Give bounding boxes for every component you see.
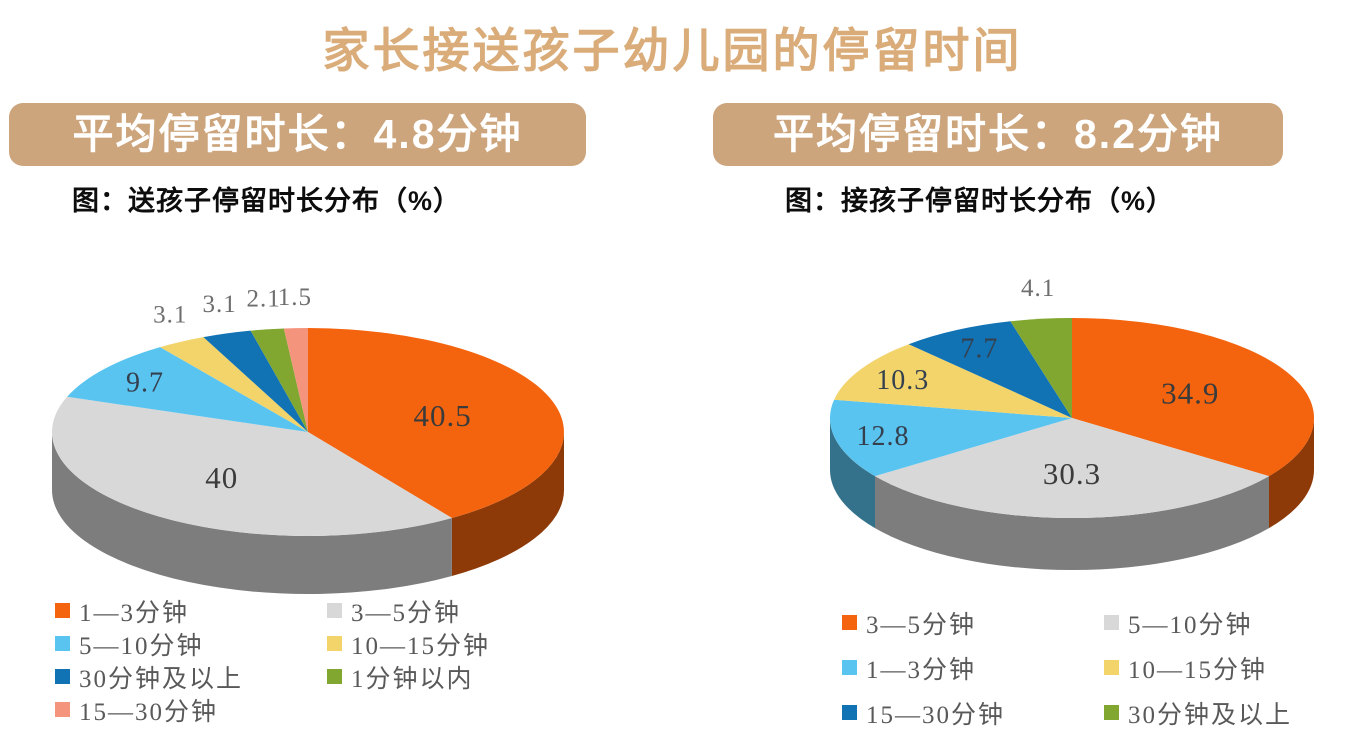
pie-slice	[1010, 318, 1072, 418]
pie-slice	[308, 328, 564, 518]
legend-item: 1—3分钟	[55, 594, 327, 627]
pie-slice	[908, 321, 1072, 418]
legend-pickup: 3—5分钟 5—10分钟 1—3分钟 10—15分钟 15—30分钟 30分钟及以上	[842, 600, 1292, 735]
pie-chart-dropoff: 40.5 40 9.7 3.1 3.1 2.11.5	[52, 284, 564, 594]
legend-item: 10—15分钟	[1104, 645, 1292, 690]
average-duration-banner-dropoff: 平均停留时长：4.8分钟	[9, 103, 586, 166]
slice-value-label: 9.7	[126, 367, 164, 398]
legend-item-label: 10—15分钟	[1128, 656, 1268, 684]
pie-slice	[875, 418, 1269, 519]
pie-slice	[283, 328, 308, 432]
slice-value-label: 10.3	[876, 365, 929, 396]
legend-item-label: 3—5分钟	[866, 611, 977, 639]
page-title: 家长接送孩子幼儿园的停留时间	[322, 24, 1023, 77]
pie-slice	[1072, 318, 1315, 477]
legend-item: 3—5分钟	[842, 600, 1104, 645]
legend-swatch-icon	[842, 660, 857, 675]
pie-chart-pickup: 34.9 30.3 12.8 10.3 7.7 4.1	[830, 275, 1315, 571]
legend-item-label: 10—15分钟	[351, 632, 491, 660]
pie-slice-side	[830, 418, 875, 529]
legend-item: 30分钟及以上	[55, 660, 327, 693]
legend-item-label: 3—5分钟	[351, 599, 462, 627]
legend-item-label: 15—30分钟	[866, 701, 1006, 729]
legend-item-label: 1—3分钟	[79, 599, 190, 627]
legend-swatch-icon	[55, 603, 70, 618]
legend-swatch-icon	[842, 705, 857, 720]
chart-caption-dropoff: 图：送孩子停留时长分布（%）	[72, 186, 462, 216]
legend-item: 30分钟及以上	[1104, 690, 1292, 735]
pie-slice	[160, 337, 308, 432]
legend-swatch-icon	[1104, 660, 1119, 675]
pie-slice	[834, 344, 1072, 418]
pie-slice	[52, 396, 452, 536]
pie-slice	[250, 328, 308, 432]
slice-value-label: 40	[205, 460, 238, 495]
chart-caption-pickup: 图：接孩子停留时长分布（%）	[785, 186, 1175, 216]
legend-swatch-icon	[1104, 705, 1119, 720]
slice-value-label: 3.1	[153, 302, 187, 329]
pie-slice	[830, 399, 1072, 477]
legend-item-label: 30分钟及以上	[79, 665, 244, 693]
legend-dropoff: 1—3分钟 3—5分钟 5—10分钟 10—15分钟 30分钟及以上 1分钟以内 15—30…	[55, 594, 490, 726]
legend-item-label: 1—3分钟	[866, 656, 977, 684]
legend-item: 15—30分钟	[842, 690, 1104, 735]
slice-value-label: 12.8	[857, 421, 910, 452]
slice-value-label: 4.1	[1021, 275, 1055, 302]
slice-value-label: 7.7	[960, 334, 998, 365]
legend-item-label: 5—10分钟	[1128, 611, 1253, 639]
pie-slice	[67, 347, 308, 432]
legend-item-label: 1分钟以内	[351, 665, 474, 693]
legend-item: 5—10分钟	[55, 627, 327, 660]
legend-item-label: 15—30分钟	[79, 698, 219, 726]
legend-item: 15—30分钟	[55, 693, 327, 726]
slice-value-label: 1.5	[278, 284, 312, 311]
legend-item: 10—15分钟	[327, 627, 490, 660]
legend-item-label: 30分钟及以上	[1128, 701, 1293, 729]
legend-swatch-icon	[55, 702, 70, 717]
legend-swatch-icon	[327, 603, 342, 618]
pie-slice-side	[875, 476, 1269, 571]
legend-item: 3—5分钟	[327, 594, 490, 627]
pie-slice-side	[451, 432, 564, 576]
legend-swatch-icon	[1104, 615, 1119, 630]
slice-value-label: 2.1	[246, 285, 280, 312]
legend-item-label: 5—10分钟	[79, 632, 204, 660]
legend-item: 1—3分钟	[842, 645, 1104, 690]
slice-value-label: 30.3	[1043, 456, 1101, 491]
legend-item: 5—10分钟	[1104, 600, 1292, 645]
pie-slice-side	[1269, 418, 1314, 529]
legend-swatch-icon	[327, 636, 342, 651]
average-duration-banner-pickup: 平均停留时长：8.2分钟	[713, 103, 1283, 166]
pie-slice	[203, 330, 308, 432]
legend-item: 1分钟以内	[327, 660, 490, 693]
slice-value-label: 40.5	[413, 398, 471, 433]
legend-swatch-icon	[842, 615, 857, 630]
pie-slice-side	[52, 432, 452, 594]
slice-value-label: 34.9	[1161, 376, 1219, 411]
legend-swatch-icon	[327, 669, 342, 684]
legend-swatch-icon	[55, 669, 70, 684]
legend-swatch-icon	[55, 636, 70, 651]
slice-value-label: 3.1	[202, 291, 236, 318]
